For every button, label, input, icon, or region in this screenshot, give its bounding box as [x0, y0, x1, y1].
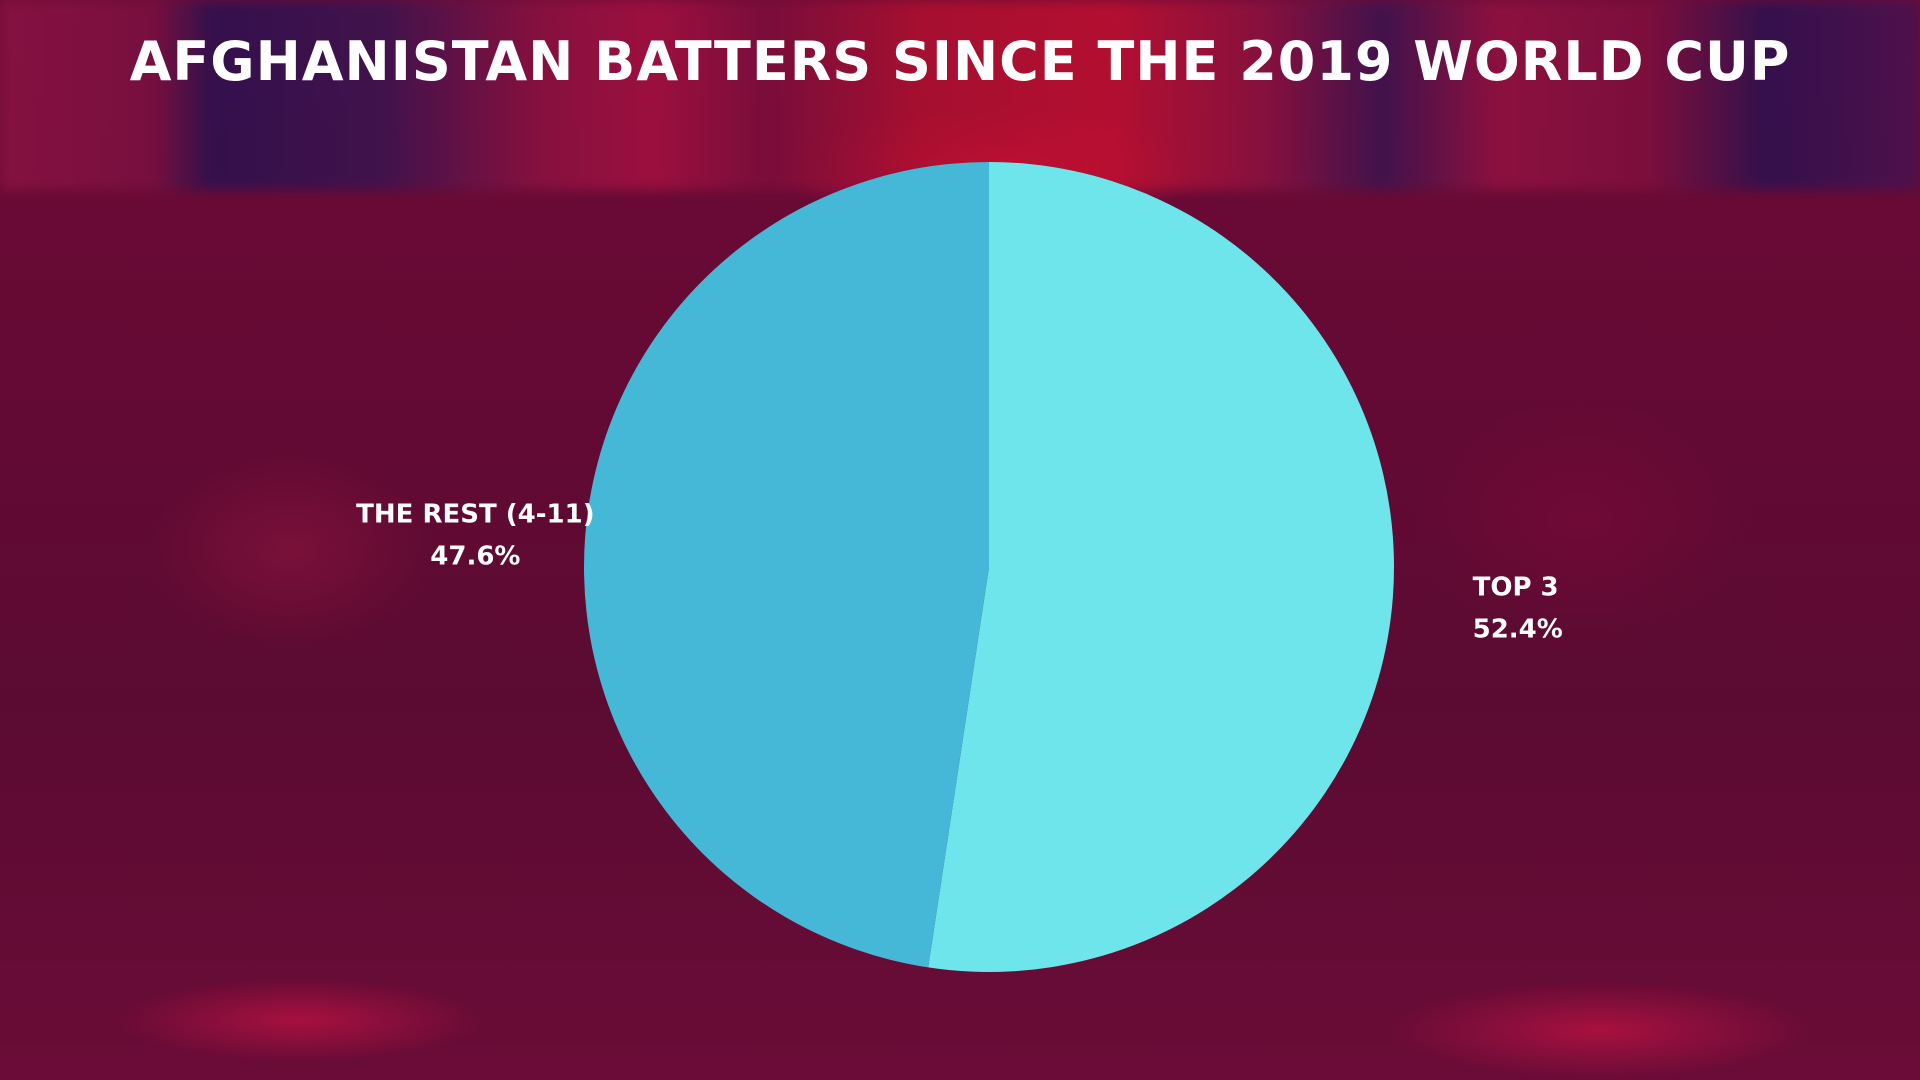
pie-slice-0	[928, 162, 1394, 972]
slice-value-label-0: 52.4%	[1473, 615, 1563, 645]
pie-slices	[583, 162, 1394, 972]
pie-slice-1	[583, 162, 989, 968]
blurred-banner-strip	[0, 0, 1920, 190]
slice-label-1: THE REST (4-11)	[356, 499, 594, 529]
chart-title: AFGHANISTAN BATTERS SINCE THE 2019 WORLD…	[129, 30, 1791, 93]
slice-value-label-1: 47.6%	[430, 541, 520, 571]
pie-labels: TOP 3 52.4% THE REST (4-11) 47.6%	[356, 499, 1563, 644]
slice-label-0: TOP 3	[1473, 573, 1559, 603]
